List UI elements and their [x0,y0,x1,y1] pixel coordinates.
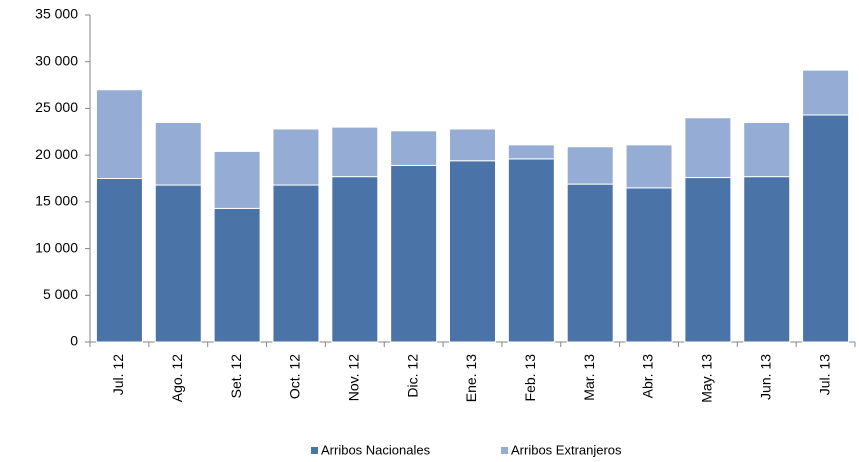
legend-swatch [311,447,318,454]
bar-segment [625,144,673,189]
legend-swatch [501,447,508,454]
x-tick-label: Nov. 12 [346,354,362,401]
bar-segment [272,128,320,186]
bar-segment [331,126,379,178]
bar-segment [154,184,202,343]
x-tick-label: Jun. 13 [757,354,773,400]
bar-segment [154,121,202,186]
x-tick-label: Jul. 12 [110,354,126,395]
bar-segment [507,144,555,160]
legend-label: Arribos Extranjeros [511,442,622,457]
x-tick-label: Mar. 13 [581,354,597,401]
y-tick-label: 35 000 [35,6,78,22]
y-tick-label: 30 000 [35,52,78,68]
x-tick-label: May. 13 [699,354,715,403]
bar-segment [390,130,438,166]
y-tick-label: 25 000 [35,99,78,115]
bar-segment [684,177,732,343]
bar-segment [566,146,614,185]
x-tick-label: Feb. 13 [522,354,538,402]
bar-segment [95,89,143,179]
bar-segment [743,121,791,178]
x-tick-label: Ene. 13 [463,354,479,402]
bar-segment [95,178,143,343]
y-tick-label: 5 000 [43,286,78,302]
bar-segment [625,187,673,343]
x-tick-label: Set. 12 [228,354,244,399]
bar-segment [802,114,850,343]
bar-segment [684,117,732,179]
legend-label: Arribos Nacionales [321,442,431,457]
bar-segment [566,183,614,343]
y-tick-label: 0 [70,333,78,349]
bar-segment [213,150,261,209]
bar-segment [390,164,438,343]
bar-segment [507,158,555,343]
x-tick-label: Dic. 12 [404,354,420,398]
bar-segment [449,160,496,343]
x-tick-label: Abr. 13 [640,354,656,399]
x-tick-label: Ago. 12 [169,354,185,402]
y-tick-label: 15 000 [35,193,78,209]
bar-segment [272,184,320,343]
x-tick-label: Jul. 13 [816,354,832,395]
x-tick-label: Oct. 12 [287,354,303,399]
bar-segment [331,176,379,343]
y-tick-label: 20 000 [35,146,78,162]
bar-segment [743,176,791,343]
bar-segment [213,207,261,343]
bar-segment [449,128,496,162]
y-tick-label: 10 000 [35,239,78,255]
bar-segment [802,69,850,116]
